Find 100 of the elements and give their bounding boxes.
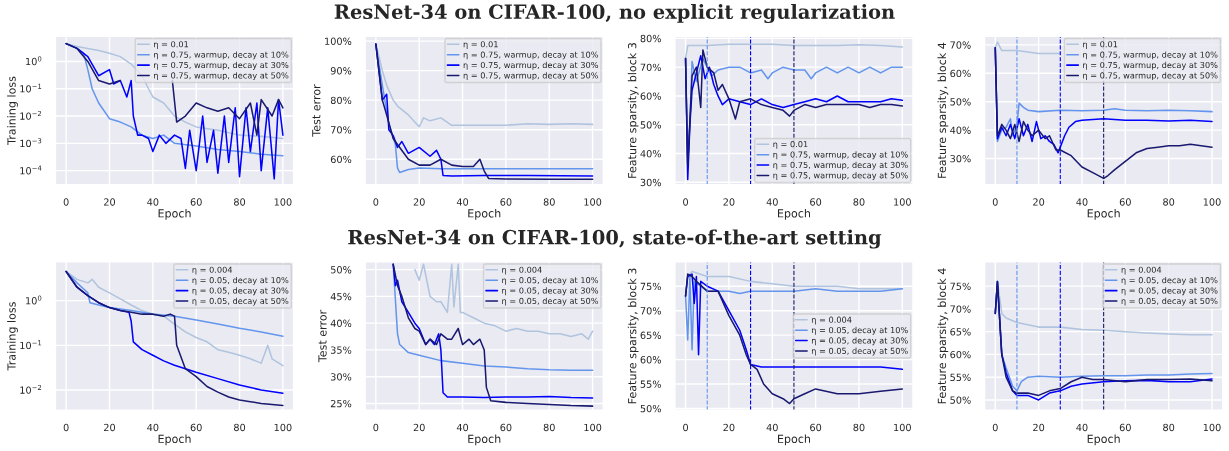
- legend-label: η = 0.01: [463, 41, 498, 49]
- x-tick-label: 20: [1033, 423, 1045, 432]
- x-tick-label: 40: [1076, 423, 1088, 432]
- y-tick-label: 10$^{−4}$: [20, 165, 42, 175]
- legend-label: η = 0.01: [1083, 41, 1118, 49]
- y-tick-label: 10$^{−1}$: [20, 83, 42, 93]
- x-tick-label: 80: [1163, 423, 1175, 432]
- y-tick-label: 50%: [950, 396, 971, 404]
- y-tick-label: 10$^{−3}$: [20, 138, 42, 148]
- y-tick-label: 60%: [330, 155, 352, 164]
- x-axis-title: Epoch: [778, 208, 810, 220]
- x-tick-label: 100: [1203, 198, 1221, 206]
- x-tick-label: 80: [234, 198, 246, 206]
- y-axis-title: Feature sparsity, block 3: [627, 268, 639, 404]
- x-tick-label: 0: [63, 198, 69, 206]
- x-tick-label: 40: [766, 198, 778, 206]
- legend-label: η = 0.004: [1121, 266, 1162, 275]
- y-tick-label: 10$^{−2}$: [20, 110, 42, 120]
- legend-label: η = 0.05, decay at 30%: [502, 287, 599, 296]
- legend-label: η = 0.75, warmup, decay at 30%: [463, 61, 599, 70]
- x-tick-label: 40: [456, 198, 469, 206]
- x-tick-label: 60: [190, 423, 202, 432]
- legend-label: η = 0.75, warmup, decay at 50%: [1083, 72, 1218, 81]
- y-axis-title: Training loss: [7, 302, 18, 371]
- y-tick-label: 35%: [330, 346, 352, 354]
- legend-label: η = 0.75, warmup, decay at 50%: [154, 72, 289, 81]
- legend-label: η = 0.75, warmup, decay at 50%: [773, 172, 908, 180]
- x-tick-label: 60: [810, 198, 822, 206]
- y-tick-label: 65%: [640, 331, 661, 339]
- legend-label: η = 0.75, warmup, decay at 30%: [1083, 61, 1218, 70]
- x-tick-label: 80: [543, 198, 555, 206]
- x-tick-label: 100: [894, 198, 911, 206]
- legend-label: η = 0.004: [192, 266, 233, 275]
- x-tick-label: 40: [1076, 198, 1088, 206]
- y-tick-label: 65%: [950, 328, 971, 336]
- y-tick-label: 75%: [640, 282, 661, 291]
- x-tick-label: 80: [853, 423, 865, 432]
- x-tick-label: 20: [413, 198, 425, 206]
- y-tick-label: 40%: [330, 319, 352, 327]
- x-tick-label: 80: [234, 423, 246, 432]
- x-axis-title: Epoch: [468, 434, 501, 446]
- y-axis-title: Feature sparsity, block 3: [627, 43, 639, 178]
- x-axis-title: Epoch: [468, 208, 501, 220]
- x-axis-title: Epoch: [778, 434, 810, 446]
- legend-label: η = 0.75, warmup, decay at 30%: [154, 61, 289, 70]
- y-tick-label: 50%: [330, 266, 352, 274]
- legend-label: η = 0.05, decay at 50%: [1121, 297, 1218, 306]
- y-axis-title: Feature sparsity, block 4: [937, 268, 949, 404]
- x-tick-label: 100: [894, 423, 911, 432]
- x-tick-label: 60: [1119, 198, 1131, 206]
- legend-label: η = 0.05, decay at 30%: [192, 287, 289, 296]
- x-tick-label: 0: [63, 423, 69, 432]
- x-tick-label: 100: [274, 423, 292, 432]
- y-tick-label: 90%: [330, 67, 352, 75]
- y-tick-label: 10$^{0}$: [26, 56, 42, 66]
- legend-label: η = 0.05, decay at 50%: [811, 347, 908, 356]
- y-tick-label: 70%: [640, 63, 661, 71]
- y-tick-label: 30%: [640, 178, 661, 187]
- legend-label: η = 0.05, decay at 30%: [1121, 287, 1218, 296]
- y-tick-label: 50%: [950, 98, 971, 106]
- x-tick-label: 60: [500, 423, 512, 432]
- y-tick-label: 30%: [330, 373, 352, 381]
- x-tick-label: 0: [683, 423, 689, 432]
- text: ResNet-34 on CIFAR-100, state-of-the-art setting: [348, 229, 882, 249]
- y-tick-label: 60%: [950, 69, 971, 78]
- y-axis-title: Test error: [312, 84, 321, 137]
- x-tick-label: 0: [992, 423, 998, 432]
- y-axis-title: Training loss: [7, 76, 18, 145]
- x-tick-label: 0: [373, 423, 379, 432]
- x-axis-title: Epoch: [158, 434, 191, 446]
- x-tick-label: 60: [190, 198, 202, 206]
- y-tick-label: 100%: [325, 37, 352, 45]
- y-tick-label: 30%: [950, 154, 971, 163]
- y-tick-label: 40%: [950, 126, 971, 134]
- y-tick-label: 10$^{−1}$: [20, 340, 42, 350]
- x-tick-label: 60: [810, 423, 822, 432]
- y-tick-label: 60%: [950, 350, 971, 359]
- y-tick-label: 80%: [330, 96, 352, 104]
- line-series: [994, 41, 1062, 55]
- y-axis-title: Feature sparsity, block 4: [937, 42, 949, 178]
- y-tick-label: 50%: [640, 404, 661, 413]
- legend-label: η = 0.01: [154, 41, 189, 49]
- x-tick-label: 60: [500, 198, 512, 206]
- legend-label: η = 0.004: [502, 266, 542, 275]
- y-tick-label: 25%: [330, 399, 352, 408]
- y-tick-label: 80%: [640, 34, 661, 43]
- legend-label: η = 0.75, warmup, decay at 10%: [773, 151, 908, 160]
- x-tick-label: 0: [683, 198, 689, 206]
- y-tick-label: 70%: [640, 307, 661, 315]
- x-axis-title: Epoch: [1087, 208, 1120, 220]
- x-tick-label: 80: [543, 423, 555, 432]
- y-tick-label: 75%: [950, 282, 971, 290]
- x-tick-label: 100: [1203, 423, 1221, 432]
- x-tick-label: 100: [274, 198, 292, 206]
- x-tick-label: 20: [723, 423, 735, 432]
- x-tick-label: 100: [584, 198, 602, 206]
- y-tick-label: 45%: [330, 292, 352, 301]
- y-tick-label: 70%: [331, 126, 352, 134]
- legend-label: η = 0.75, warmup, decay at 10%: [463, 51, 599, 60]
- legend-label: η = 0.75, warmup, decay at 10%: [154, 51, 289, 60]
